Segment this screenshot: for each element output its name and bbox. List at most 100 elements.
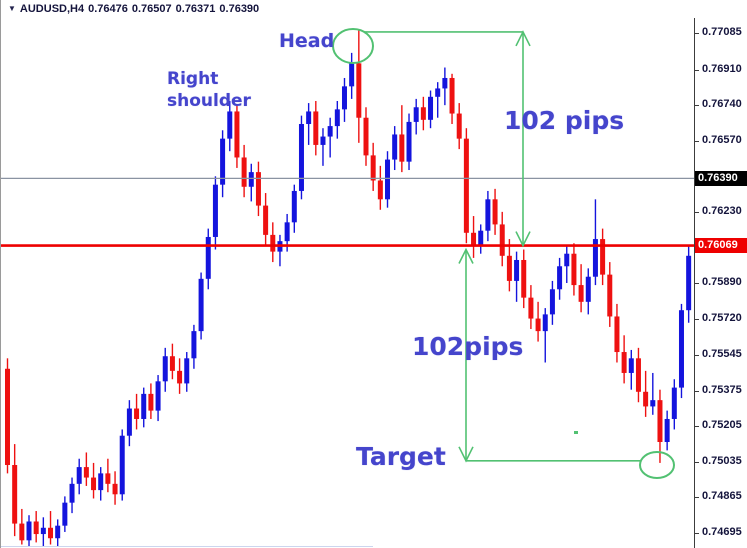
candle-body [471,232,477,246]
candle-body [291,190,297,223]
candle-body [635,358,641,392]
candle-body [506,255,512,281]
head-label: Head [279,30,335,52]
candle-body [298,124,304,191]
candle-body [270,234,276,252]
candle-body [306,111,312,125]
candle-body [399,134,405,162]
candle-body [334,109,340,127]
current-price-badge: 0.76390 [694,171,747,186]
candle-body [413,107,419,122]
axis-tick-mark [695,391,699,392]
candle-body [671,387,677,419]
axis-tick-label: 0.75720 [702,312,742,324]
candle-body [320,136,326,145]
pips-lower-label: 102pips [412,332,524,361]
axis-tick-mark [695,319,699,320]
axis-tick-label: 0.75205 [702,419,742,431]
candle-body [177,370,183,384]
candle-body [205,236,211,279]
candle-body [184,358,190,384]
candle-body [40,527,46,535]
candle-body [485,199,491,231]
price-axis[interactable]: 0.77085 0.76910 0.76740 0.76570 0.76390 0.762… [694,0,747,548]
candle-body [248,172,254,187]
candle-body [385,159,391,200]
candle-body [12,465,18,524]
candle-body [406,121,412,162]
candle-body [155,381,161,411]
quote-open: 0.76476 [88,3,128,15]
candle-body [26,521,32,541]
axis-tick-mark [695,283,699,284]
axis-tick-mark [695,70,699,71]
stray-green-mark [574,431,578,434]
candle-body [148,393,154,411]
candle-body [105,473,111,484]
target-label: Target [356,442,446,471]
candle-body [126,408,132,436]
candle-body [420,107,426,120]
candle-body [198,278,204,332]
candle-body [571,253,577,286]
axis-tick-label: 0.76570 [702,134,742,146]
candle-body [514,259,520,281]
candle-body [499,224,505,256]
axis-tick-label: 0.76910 [702,63,742,75]
candle-body [212,184,218,237]
axis-tick-label: 0.74695 [702,526,742,538]
candle-body [664,418,670,442]
candle-body [227,111,233,139]
axis-tick-mark [695,141,699,142]
candle-body [370,155,376,181]
candle-body [564,253,570,267]
target-circle [639,451,675,479]
candle-body [119,435,125,495]
bottom-edge-line [1,546,373,547]
candle-body [162,356,168,382]
candle-body [535,318,541,332]
candle-body [241,157,247,187]
candle-body [463,138,469,233]
candle-body [134,408,140,419]
upper-102pips-arrow-top-arrowhead [515,30,531,47]
candle-body [621,352,627,373]
candle-body [141,393,147,419]
candle-body [263,205,269,235]
candle-body [5,368,10,466]
candle-body [112,483,118,495]
axis-tick-mark [695,426,699,427]
candle-body [327,126,333,137]
candle-body [600,239,606,275]
candle-body [48,527,54,539]
quote-high: 0.76507 [131,3,172,15]
candle-body [678,310,684,388]
candle-body [255,172,261,206]
axis-tick-mark [695,212,699,213]
candle-body [521,259,527,298]
candle-body [650,400,656,407]
candle-body [478,230,484,246]
quote-header: ▼ AUDUSD,H4 0.76476 0.76507 0.76371 0.76… [1,0,701,18]
axis-tick-mark [695,105,699,106]
candle-body [442,77,448,89]
candle-body [549,289,555,315]
candle-body [456,113,462,139]
axis-tick-mark [695,497,699,498]
axis-separator [694,0,695,548]
candle-body [643,391,649,407]
axis-tick-mark [695,33,699,34]
quote-low: 0.76371 [175,3,216,15]
candle-body [33,521,39,535]
candle-body [435,88,441,97]
candle-body [55,525,61,539]
candle-body [686,255,692,311]
candle-body [557,266,563,290]
candle-body [578,285,584,302]
candle-body [542,314,548,332]
candle-body [19,523,25,541]
chevron-down-icon[interactable]: ▼ [8,4,16,13]
lower-102pips-arrow-bottom-arrowhead [458,446,474,463]
